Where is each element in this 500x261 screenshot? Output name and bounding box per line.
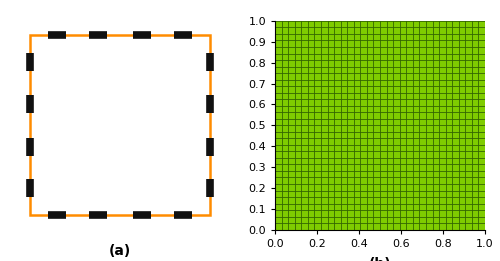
Text: (b): (b) (368, 257, 392, 261)
Bar (30, 35, 210, 215)
Text: (a): (a) (109, 244, 131, 258)
